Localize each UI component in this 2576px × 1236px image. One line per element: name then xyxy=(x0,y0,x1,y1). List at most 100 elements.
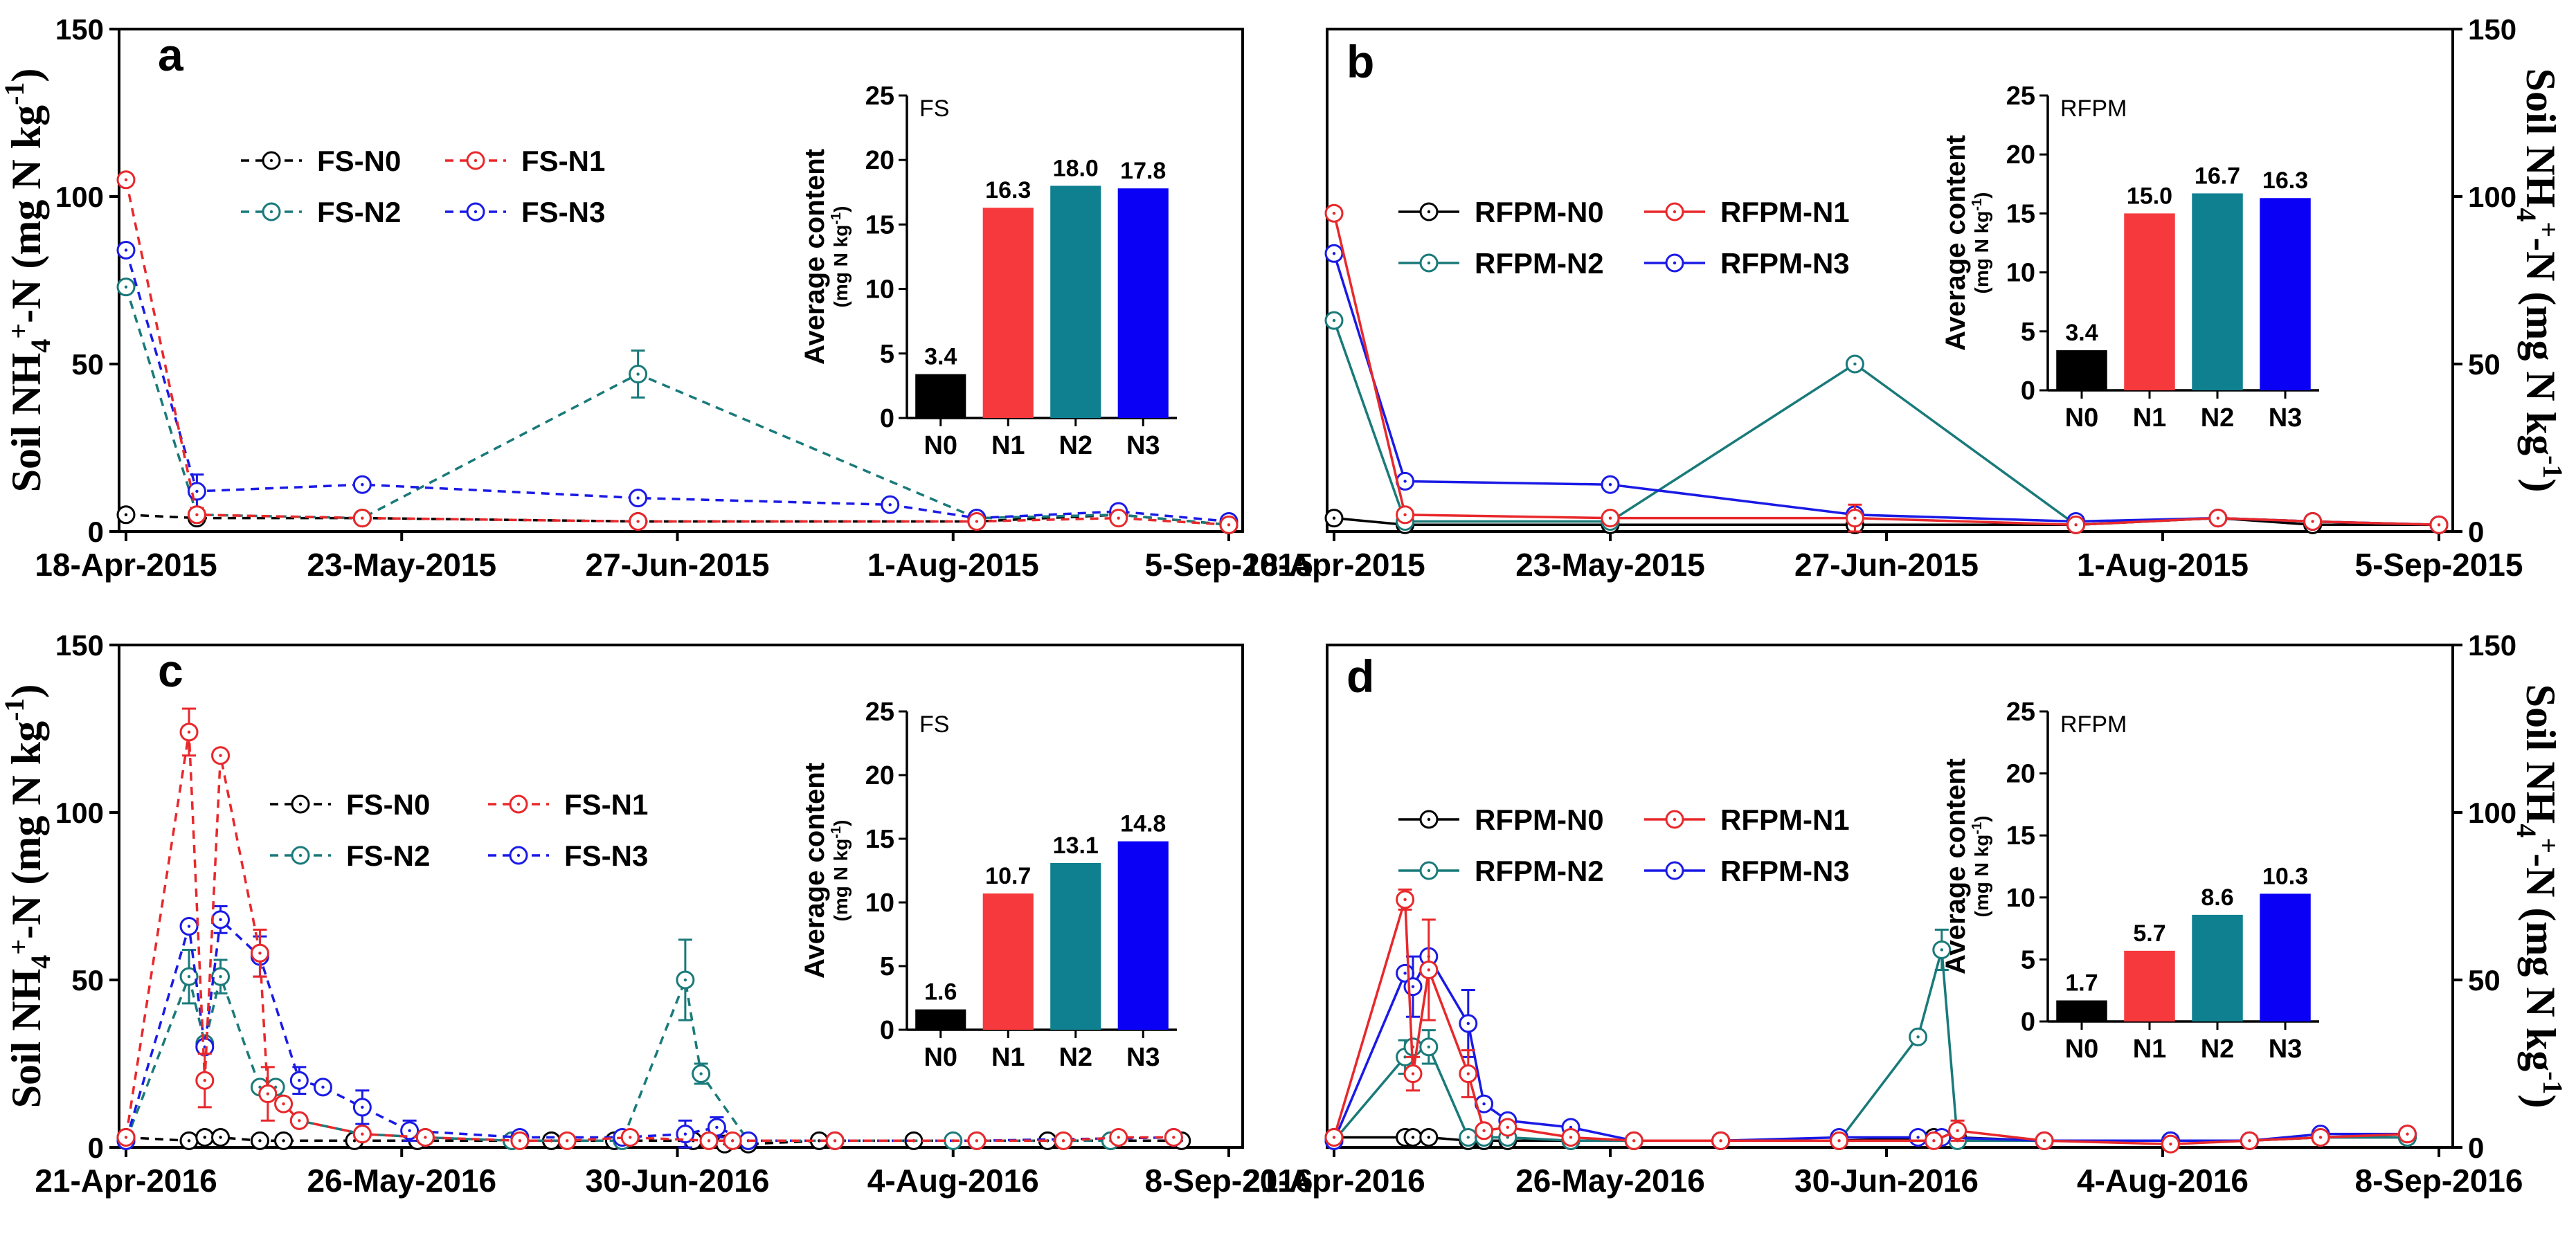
marker-dot xyxy=(636,520,640,523)
inset-bar-N1 xyxy=(2124,950,2175,1021)
data-point xyxy=(179,722,199,742)
legend-label: FS-N0 xyxy=(346,788,430,821)
x-tick-label: 1-Aug-2015 xyxy=(867,547,1039,583)
data-point xyxy=(1948,1121,1967,1140)
inset-bar-value-label: 8.6 xyxy=(2201,884,2233,911)
marker-dot xyxy=(1332,252,1336,255)
inset-bar-value-label: 10.3 xyxy=(2262,863,2308,889)
inset-y-tick-label: 25 xyxy=(2006,82,2035,111)
legend-marker xyxy=(1665,253,1684,273)
marker-dot xyxy=(282,1102,285,1106)
marker-dot xyxy=(219,1136,222,1139)
marker-dot xyxy=(1482,1129,1486,1133)
marker-dot xyxy=(1332,318,1336,322)
marker-dot xyxy=(1608,516,1612,520)
data-point xyxy=(1909,1127,1928,1147)
x-tick-label: 23-May-2015 xyxy=(1515,547,1705,583)
legend-marker xyxy=(262,151,281,170)
marker-dot xyxy=(629,1136,632,1139)
data-point xyxy=(676,1125,695,1144)
marker-dot xyxy=(298,802,303,806)
inset-y-axis-title: Average content (mg N kg-1) xyxy=(1940,135,1992,351)
data-point xyxy=(400,1121,420,1140)
inset-title: RFPM xyxy=(2060,711,2127,738)
legend-marker xyxy=(1665,810,1684,829)
marker-dot xyxy=(2169,1142,2172,1146)
marker-dot xyxy=(1506,1125,1509,1129)
legend-marker xyxy=(509,794,528,814)
inset-y-tick-label: 5 xyxy=(2021,945,2035,974)
inset-x-tick-label: N0 xyxy=(2065,1035,2099,1064)
legend: RFPM-N0 RFPM-N1 RFPM-N2 RFPM-N3 xyxy=(1398,196,1850,280)
inset-bar-N1 xyxy=(982,208,1034,418)
data-point xyxy=(2066,515,2086,534)
inset-x-tick-label: N3 xyxy=(2269,403,2303,433)
marker-dot xyxy=(2042,1139,2046,1143)
data-point xyxy=(1403,977,1423,997)
marker-dot xyxy=(1332,212,1336,215)
marker-dot xyxy=(833,1139,837,1143)
legend-label: RFPM-N0 xyxy=(1475,803,1604,836)
inset-bar-N0 xyxy=(915,374,966,418)
inset-y-tick-label: 0 xyxy=(2021,1008,2035,1037)
data-point xyxy=(1403,1127,1423,1147)
inset-ylabel-unit: (mg N kg-1) xyxy=(829,820,852,922)
marker-dot xyxy=(1916,1035,1920,1039)
data-point xyxy=(2161,1134,2180,1154)
inset-ylabel-main: Average content xyxy=(1940,758,1971,974)
inset-bar-N1 xyxy=(982,893,1034,1030)
inset-ylabel-main: Average content xyxy=(1940,135,1971,351)
inset-ylabel-unit: (mg N kg-1) xyxy=(1970,816,1992,918)
marker-dot xyxy=(266,1092,270,1096)
marker-dot xyxy=(1853,516,1857,520)
marker-dot xyxy=(683,978,687,982)
marker-dot xyxy=(187,730,191,734)
y-tick-label: 150 xyxy=(55,629,104,662)
data-point xyxy=(2303,511,2323,531)
marker-dot xyxy=(1427,1136,1430,1139)
data-point xyxy=(179,1131,199,1150)
marker-dot xyxy=(1403,480,1407,483)
marker-dot xyxy=(518,1139,522,1143)
marker-dot xyxy=(1466,1021,1470,1026)
data-point xyxy=(187,505,206,525)
x-tick-label: 30-Jun-2016 xyxy=(1794,1163,1979,1199)
legend-marker xyxy=(291,794,310,814)
marker-dot xyxy=(1403,513,1407,516)
y-tick-label: 100 xyxy=(2468,797,2516,829)
marker-dot xyxy=(1227,523,1231,527)
marker-dot xyxy=(203,1136,206,1139)
legend-marker xyxy=(1419,810,1439,829)
legend-label: FS-N3 xyxy=(564,839,648,872)
inset-bar-value-label: 13.1 xyxy=(1053,833,1099,859)
marker-dot xyxy=(699,1072,703,1075)
marker-dot xyxy=(124,248,128,252)
data-point xyxy=(116,240,136,260)
marker-dot xyxy=(124,285,128,289)
marker-dot xyxy=(187,925,191,928)
inset-bar-value-label: 15.0 xyxy=(2127,183,2172,209)
data-point xyxy=(707,1118,726,1137)
marker-dot xyxy=(1061,1139,1065,1143)
marker-dot xyxy=(1932,1139,1936,1143)
inset-y-tick-label: 20 xyxy=(2006,140,2035,170)
inset-chart: 0 5 10 15 20 25 N0 3.4 N1 16.3 N2 18.0 N3 17.8 FS Avera… xyxy=(800,82,1177,460)
y-tick-label: 100 xyxy=(55,797,104,829)
marker-dot xyxy=(424,1136,427,1139)
data-point xyxy=(1459,1014,1478,1033)
marker-dot xyxy=(361,483,364,487)
marker-dot xyxy=(1117,1136,1120,1139)
panel-letter: a xyxy=(158,29,184,80)
series-RFPM-N2 xyxy=(1324,928,2417,1150)
data-point xyxy=(629,511,648,531)
marker-dot xyxy=(1172,1136,1176,1139)
inset-x-tick-label: N2 xyxy=(1059,1043,1092,1072)
data-point xyxy=(692,1064,711,1084)
data-point xyxy=(723,1131,742,1150)
inset-y-tick-label: 5 xyxy=(880,952,894,981)
data-point xyxy=(195,1127,215,1147)
data-point xyxy=(1924,1131,1943,1150)
marker-dot xyxy=(321,1085,325,1089)
x-tick-label: 21-Apr-2016 xyxy=(1243,1163,1425,1199)
